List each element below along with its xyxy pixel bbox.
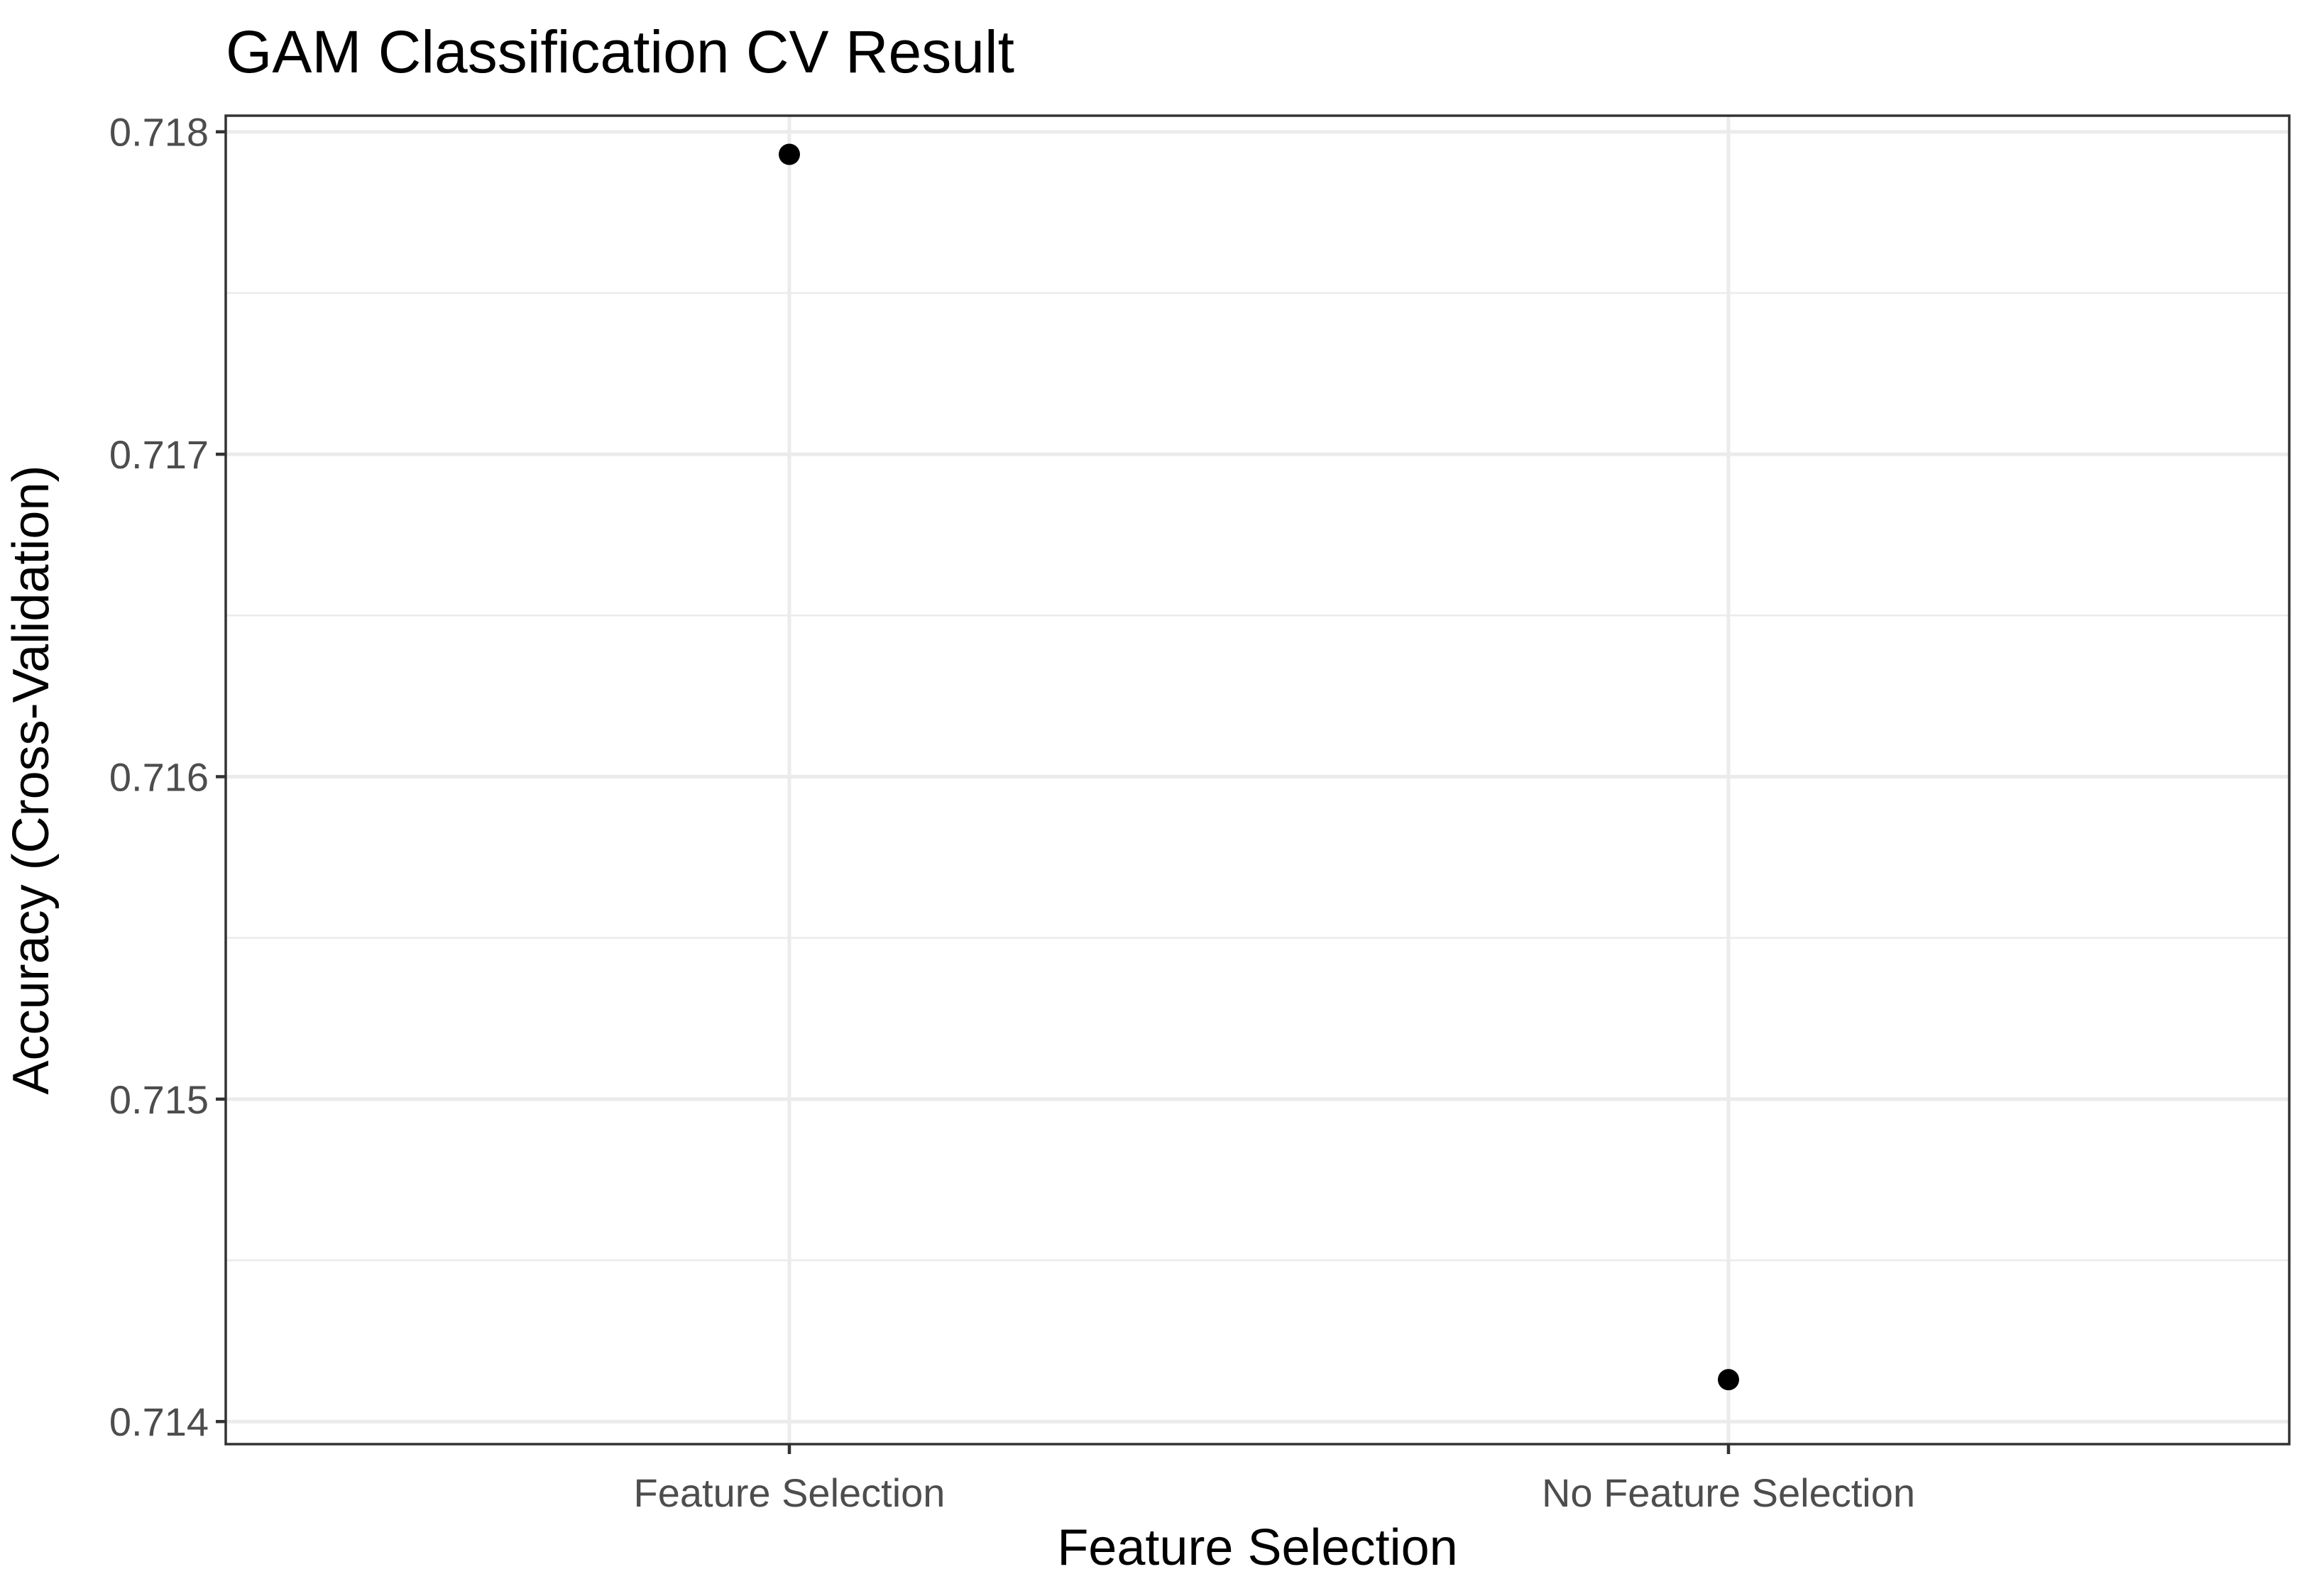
y-tick-label: 0.717	[109, 432, 209, 477]
chart-title: GAM Classification CV Result	[226, 18, 1014, 85]
axis-ticks: 0.714 0.715 0.716 0.717 0.718 Feature Selecti…	[109, 110, 1915, 1515]
plot-panel-border	[224, 114, 2291, 1446]
y-tick-label: 0.715	[109, 1077, 209, 1122]
x-tick-label: Feature Selection	[634, 1470, 946, 1515]
y-tick-label: 0.714	[109, 1399, 209, 1444]
y-tick-label: 0.716	[109, 754, 209, 799]
data-points	[779, 143, 1739, 1391]
x-tick-label: No Feature Selection	[1542, 1470, 1915, 1515]
x-axis-title: Feature Selection	[1057, 1519, 1457, 1576]
y-axis-title: Accuracy (Cross-Validation)	[3, 466, 60, 1095]
y-tick-label: 0.718	[109, 110, 209, 155]
data-point	[1718, 1369, 1739, 1391]
data-point	[779, 143, 800, 165]
grid-lines	[226, 116, 2289, 1444]
